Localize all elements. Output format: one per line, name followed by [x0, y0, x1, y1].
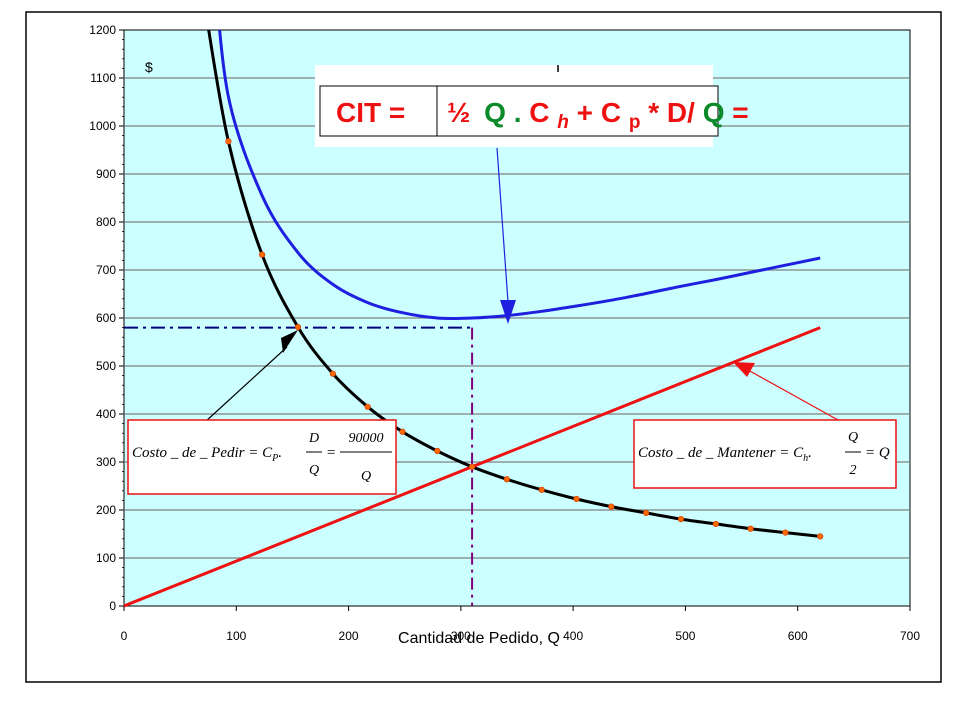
y-tick-label: 1100 [90, 71, 116, 85]
x-tick-label: 100 [226, 629, 246, 643]
ordering-cost-markers [225, 138, 824, 540]
holding-frac-num: Q [848, 430, 858, 445]
y-tick-label: 400 [96, 407, 116, 421]
data-point-marker [712, 520, 719, 528]
x-tick-label: 700 [900, 629, 920, 643]
holding-formula-box [633, 419, 897, 489]
y-tick-label: 600 [96, 311, 116, 325]
y-axis-ticks: 0 100 200 300 400 500 600 700 800 900 1000 1100 1200 [89, 23, 124, 613]
cit-plus: + [577, 97, 601, 128]
holding-rhs: = Q [865, 445, 890, 461]
y-tick-label: 300 [96, 455, 116, 469]
data-point-marker [364, 403, 371, 410]
arrow-to-ordering-shaft [204, 346, 288, 423]
cit-q1: Q [484, 97, 506, 128]
x-tick-label: 0 [121, 629, 128, 643]
arrow-to-total-min-shaft [496, 147, 509, 303]
cit-cp-c: C [601, 97, 621, 128]
data-point-marker [225, 138, 232, 145]
ordering-formula-box [127, 419, 397, 495]
y-tick-label: 500 [96, 359, 116, 373]
ordering-cost-formula: Costo _ de _ Pedir = CP. D Q = 90000 Q [127, 419, 397, 495]
data-point-marker [817, 533, 824, 540]
cit-dot: . [514, 97, 530, 128]
cit-tail: = [732, 97, 748, 128]
y-tick-label: 100 [96, 551, 116, 565]
annotation-arrows [204, 147, 839, 423]
cit-cp-sub: p [629, 112, 641, 133]
cit-box-border [319, 85, 719, 137]
series-line-total-cost [218, 30, 821, 321]
data-point-marker [677, 516, 685, 523]
holding-formula-lhs: Costo _ de _ Mantener = Ch. [638, 445, 812, 464]
x-tick-label: 200 [339, 629, 359, 643]
y-tick-label: 1000 [89, 119, 116, 133]
arrow-to-holding-shaft [747, 369, 839, 421]
cit-expression: ½ Q . C h + C p * D/ Q = [447, 97, 749, 134]
cit-formula-box: CIT = ½ Q . C h + C p * D/ Q = [315, 65, 749, 147]
x-tick-label: 300 [451, 629, 471, 643]
data-point-marker [643, 509, 650, 516]
data-point-marker [782, 529, 789, 536]
ordering-frac1-den: Q [309, 463, 319, 478]
cit-q2: Q [703, 97, 725, 128]
x-tick-label: 500 [675, 629, 695, 643]
x-axis-label: Cantidad de Pedido, Q [398, 630, 560, 647]
ordering-frac2-den: Q [361, 469, 371, 484]
y-tick-label: 900 [96, 167, 116, 181]
y-tick-label: 1200 [89, 23, 116, 37]
y-axis-label: $ [145, 59, 153, 75]
data-point-marker [259, 251, 266, 258]
arrow-to-ordering-head [281, 330, 298, 353]
y-tick-label: 800 [96, 215, 116, 229]
ordering-frac1-num: D [308, 431, 319, 446]
cit-ch-c: C [529, 97, 549, 128]
ordering-formula-lhs: Costo _ de _ Pedir = CP. [132, 445, 282, 464]
data-point-marker [608, 503, 615, 510]
data-point-marker [538, 486, 545, 493]
cit-label: CIT = [336, 97, 405, 128]
ordering-eq: = [326, 445, 336, 461]
holding-frac-den: 2 [850, 463, 857, 478]
y-tick-label: 700 [96, 263, 116, 277]
cit-ch-sub: h [557, 112, 569, 133]
holding-cost-formula: Costo _ de _ Mantener = Ch. Q 2 = Q [633, 419, 897, 489]
y-tick-label: 200 [96, 503, 116, 517]
data-point-marker [468, 463, 476, 470]
arrow-to-holding-head [733, 362, 755, 377]
data-point-marker [329, 370, 336, 377]
arrow-to-total-min-head [500, 300, 516, 324]
x-tick-label: 600 [788, 629, 808, 643]
data-point-marker [573, 495, 580, 503]
data-point-marker [434, 447, 441, 455]
cit-half: ½ [447, 97, 470, 128]
y-tick-label: 0 [109, 599, 116, 613]
x-tick-label: 400 [563, 629, 583, 643]
data-point-marker [399, 428, 406, 435]
cit-star-d: * D/ [648, 97, 702, 128]
data-point-marker [503, 476, 510, 483]
x-axis-ticks: 0 100 200 300 400 500 600 700 [121, 606, 920, 643]
data-point-marker [294, 324, 302, 331]
ordering-frac2-num: 90000 [349, 431, 384, 446]
data-point-marker [747, 525, 754, 532]
